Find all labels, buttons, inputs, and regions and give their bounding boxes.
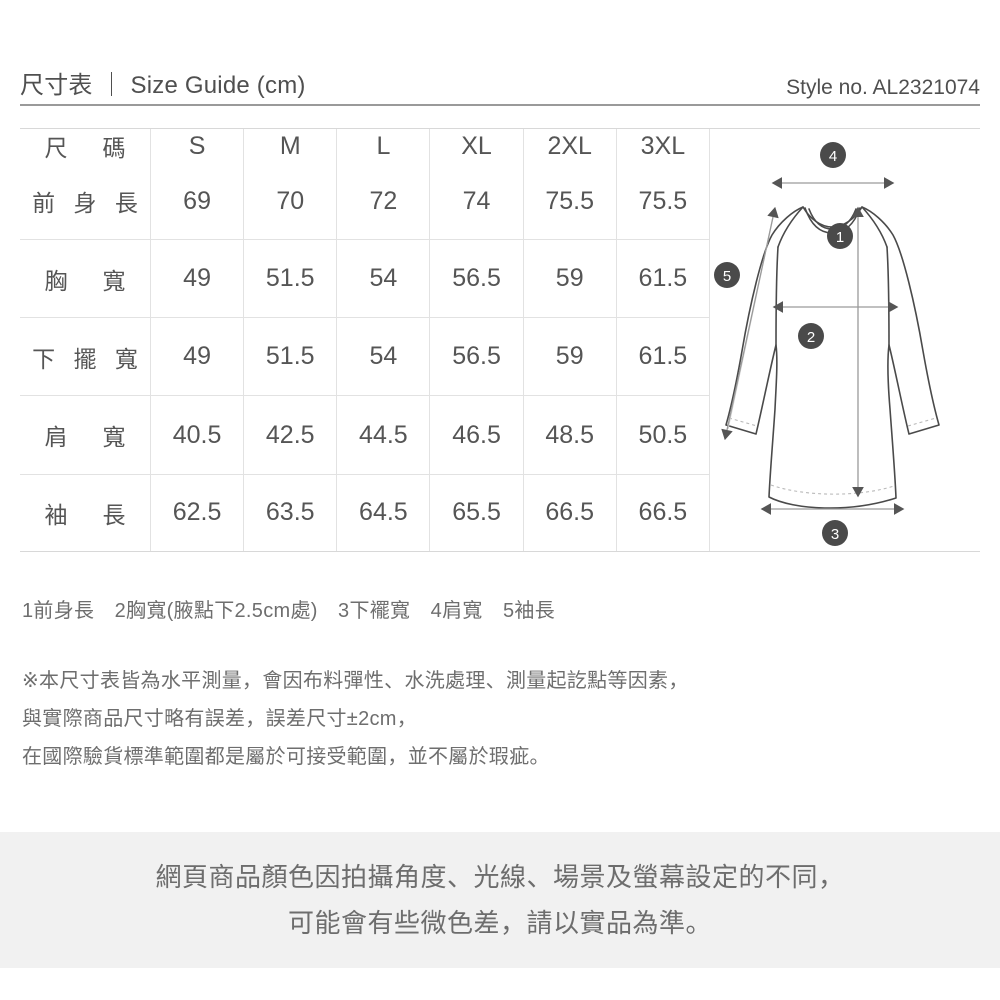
- garment-body-outline: [725, 206, 940, 509]
- table-cell: 63.5: [243, 474, 338, 551]
- badge-3: 3: [822, 520, 848, 546]
- table-cell: 66.5: [523, 474, 617, 551]
- size-table: 尺 碼 S M L XL 2XL 3XL 前 身 長 69 70 72 74 7…: [20, 129, 711, 551]
- table-cell: 61.5: [616, 317, 711, 397]
- header-divider: [20, 104, 980, 106]
- table-cell: 74: [429, 163, 524, 241]
- table-row: 袖 長 62.5 63.5 64.5 65.5 66.5 66.5: [20, 474, 711, 551]
- badge-3-circle: [822, 520, 848, 546]
- table-row: 胸 寬 49 51.5 54 56.5 59 61.5: [20, 239, 711, 319]
- badge-1-label: 1: [836, 229, 844, 246]
- table-cell: 46.5: [429, 395, 524, 475]
- row-label: 袖 長: [20, 474, 151, 551]
- table-cell: 65.5: [429, 474, 524, 551]
- table-cell: 62.5: [150, 474, 245, 551]
- table-cell: 75.5: [523, 163, 617, 241]
- table-row: 前 身 長 69 70 72 74 75.5 75.5: [20, 163, 711, 241]
- table-cell: 54: [336, 317, 431, 397]
- table-header: 尺 碼 S M L XL 2XL 3XL: [20, 129, 711, 163]
- shoulder-seam-left: [777, 206, 804, 248]
- hem-stitch: [770, 484, 895, 495]
- table-cell: 48.5: [523, 395, 617, 475]
- badge-5: 5: [714, 262, 740, 288]
- table-cell: 64.5: [336, 474, 431, 551]
- badge-1-circle: [827, 223, 853, 249]
- column-header-size: 尺 碼: [20, 129, 151, 163]
- column-header-xl: XL: [429, 129, 524, 163]
- table-cell: 40.5: [150, 395, 245, 475]
- badge-4-label: 4: [829, 148, 837, 165]
- table-cell: 61.5: [616, 239, 711, 319]
- armhole-right: [886, 246, 890, 346]
- sleeve-length-arrow: [721, 206, 779, 441]
- table-cell: 54: [336, 239, 431, 319]
- measurement-disclaimer: ※本尺寸表皆為水平測量，會因布料彈性、水洗處理、測量起訖點等因素， 與實際商品尺…: [22, 662, 922, 776]
- table-cell: 59: [523, 317, 617, 397]
- page-header: 尺寸表 ｜ Size Guide (cm) Style no. AL232107…: [20, 58, 980, 99]
- badge-2-circle: [798, 323, 824, 349]
- table-cell: 49: [150, 239, 245, 319]
- page-title: 尺寸表 ｜ Size Guide (cm): [20, 72, 306, 99]
- shoulder-seam-right: [861, 206, 888, 248]
- table-row: 肩 寬 40.5 42.5 44.5 46.5 48.5 50.5: [20, 395, 711, 475]
- row-label: 肩 寬: [20, 395, 151, 475]
- style-number: Style no. AL2321074: [786, 76, 980, 99]
- table-cell: 66.5: [616, 474, 711, 551]
- badge-4: 4: [820, 142, 846, 168]
- column-header-s: S: [150, 129, 245, 163]
- badge-4-circle: [820, 142, 846, 168]
- table-row: 下 擺 寬 49 51.5 54 56.5 59 61.5: [20, 317, 711, 397]
- table-cell: 51.5: [243, 317, 338, 397]
- column-header-3xl: 3XL: [616, 129, 711, 163]
- table-cell: 59: [523, 239, 617, 319]
- disclaimer-line-2: 與實際商品尺寸略有誤差，誤差尺寸±2cm，: [22, 708, 418, 730]
- badge-1: 1: [827, 223, 853, 249]
- table-cell: 49: [150, 317, 245, 397]
- table-cell: 75.5: [616, 163, 711, 241]
- badge-5-circle: [714, 262, 740, 288]
- size-table-container: 尺 碼 S M L XL 2XL 3XL 前 身 長 69 70 72 74 7…: [20, 128, 980, 552]
- badge-3-label: 3: [831, 526, 839, 543]
- garment-diagram-icon: 4 1 2 3 5: [714, 142, 940, 546]
- table-cell: 51.5: [243, 239, 338, 319]
- table-cell: 70: [243, 163, 338, 241]
- row-label: 胸 寬: [20, 239, 151, 319]
- table-cell: 56.5: [429, 239, 524, 319]
- banner-line-2: 可能會有些微色差，請以實品為準。: [287, 908, 712, 938]
- table-cell: 44.5: [336, 395, 431, 475]
- disclaimer-line-1: ※本尺寸表皆為水平測量，會因布料彈性、水洗處理、測量起訖點等因素，: [22, 670, 689, 692]
- table-cell: 42.5: [243, 395, 338, 475]
- column-header-m: M: [243, 129, 338, 163]
- banner-line-1: 網頁商品顏色因拍攝角度、光線、場景及螢幕設定的不同，: [155, 862, 845, 892]
- badge-5-label: 5: [723, 268, 731, 285]
- table-cell: 72: [336, 163, 431, 241]
- color-disclaimer-banner: 網頁商品顏色因拍攝角度、光線、場景及螢幕設定的不同， 可能會有些微色差，請以實品…: [0, 832, 1000, 968]
- row-label: 前 身 長: [20, 163, 151, 241]
- table-body: 前 身 長 69 70 72 74 75.5 75.5 胸 寬 49 51.5 …: [20, 163, 711, 551]
- measurement-legend: 1前身長 2胸寬(腋點下2.5cm處) 3下襬寬 4肩寬 5袖長: [22, 600, 555, 622]
- row-label: 下 擺 寬: [20, 317, 151, 397]
- badge-2: 2: [798, 323, 824, 349]
- table-cell: 56.5: [429, 317, 524, 397]
- garment-diagram-cell: 4 1 2 3 5: [710, 129, 980, 551]
- column-header-2xl: 2XL: [523, 129, 617, 163]
- cuff-stitch-right: [907, 417, 937, 427]
- table-cell: 50.5: [616, 395, 711, 475]
- column-header-l: L: [336, 129, 431, 163]
- table-cell: 69: [150, 163, 245, 241]
- disclaimer-line-3: 在國際驗貨標準範圍都是屬於可接受範圍，並不屬於瑕疵。: [22, 746, 550, 768]
- badge-2-label: 2: [807, 329, 815, 346]
- table-header-row: 尺 碼 S M L XL 2XL 3XL: [20, 129, 711, 163]
